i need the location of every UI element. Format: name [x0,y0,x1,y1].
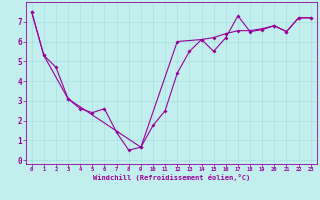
X-axis label: Windchill (Refroidissement éolien,°C): Windchill (Refroidissement éolien,°C) [92,174,250,181]
